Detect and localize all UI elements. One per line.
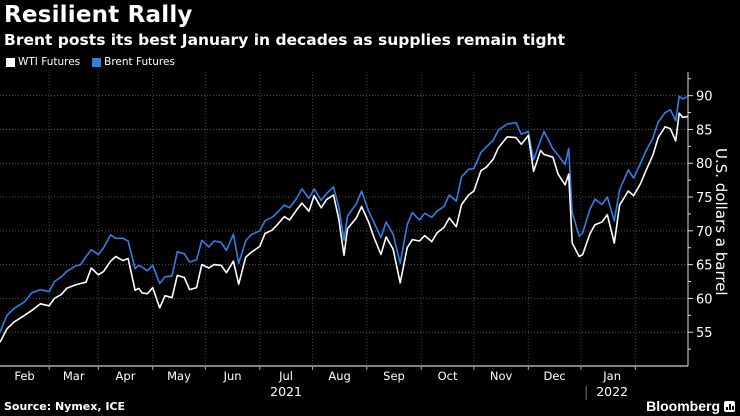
- x-tick-label: Apr: [116, 369, 136, 383]
- legend-swatch-wti: [6, 57, 15, 67]
- chart-subtitle: Brent posts its best January in decades …: [4, 31, 565, 49]
- x-tick-label: Dec: [543, 369, 565, 383]
- legend-label-wti: WTI Futures: [18, 56, 81, 68]
- x-tick-label: Mar: [63, 369, 85, 383]
- y-tick-label: 80: [696, 157, 713, 172]
- x-tick-label: May: [167, 369, 191, 383]
- x-tick-label: Aug: [328, 369, 350, 383]
- y-tick-label: 75: [696, 191, 713, 206]
- y-tick-label: 70: [696, 225, 713, 240]
- x-tick-label: Jan: [602, 369, 621, 383]
- x-tick-label: Nov: [490, 369, 513, 383]
- source-note: Source: Nymex, ICE: [4, 400, 126, 413]
- x-tick-label: Sep: [383, 369, 405, 383]
- legend: WTI Futures Brent Futures: [6, 56, 175, 68]
- legend-item-wti[interactable]: WTI Futures: [6, 56, 80, 68]
- y-tick-label: 55: [696, 326, 713, 341]
- legend-label-brent: Brent Futures: [104, 56, 175, 68]
- x-tick-label: Oct: [438, 369, 458, 383]
- legend-item-brent[interactable]: Brent Futures: [92, 56, 175, 68]
- y-tick-label: 65: [696, 259, 713, 274]
- year-label: 2021: [270, 384, 302, 399]
- legend-swatch-brent: [92, 57, 102, 67]
- series-line-wti: [0, 112, 689, 343]
- x-tick-label: Jul: [278, 369, 293, 383]
- series-line-brent: [0, 95, 689, 333]
- bloomberg-logo: Bloomberg: [646, 398, 720, 414]
- y-tick-label: 60: [696, 292, 713, 307]
- y-tick-label: 85: [696, 123, 713, 138]
- year-label: 2022: [596, 384, 628, 399]
- x-tick-label: Jun: [223, 369, 242, 383]
- y-tick-label: 90: [696, 90, 713, 105]
- chart-title: Resilient Rally: [4, 2, 193, 28]
- x-tick-label: Feb: [14, 369, 34, 383]
- y-axis-label: U.S. dollars a barrel: [712, 148, 730, 296]
- bloomberg-chart-icon: [724, 401, 735, 412]
